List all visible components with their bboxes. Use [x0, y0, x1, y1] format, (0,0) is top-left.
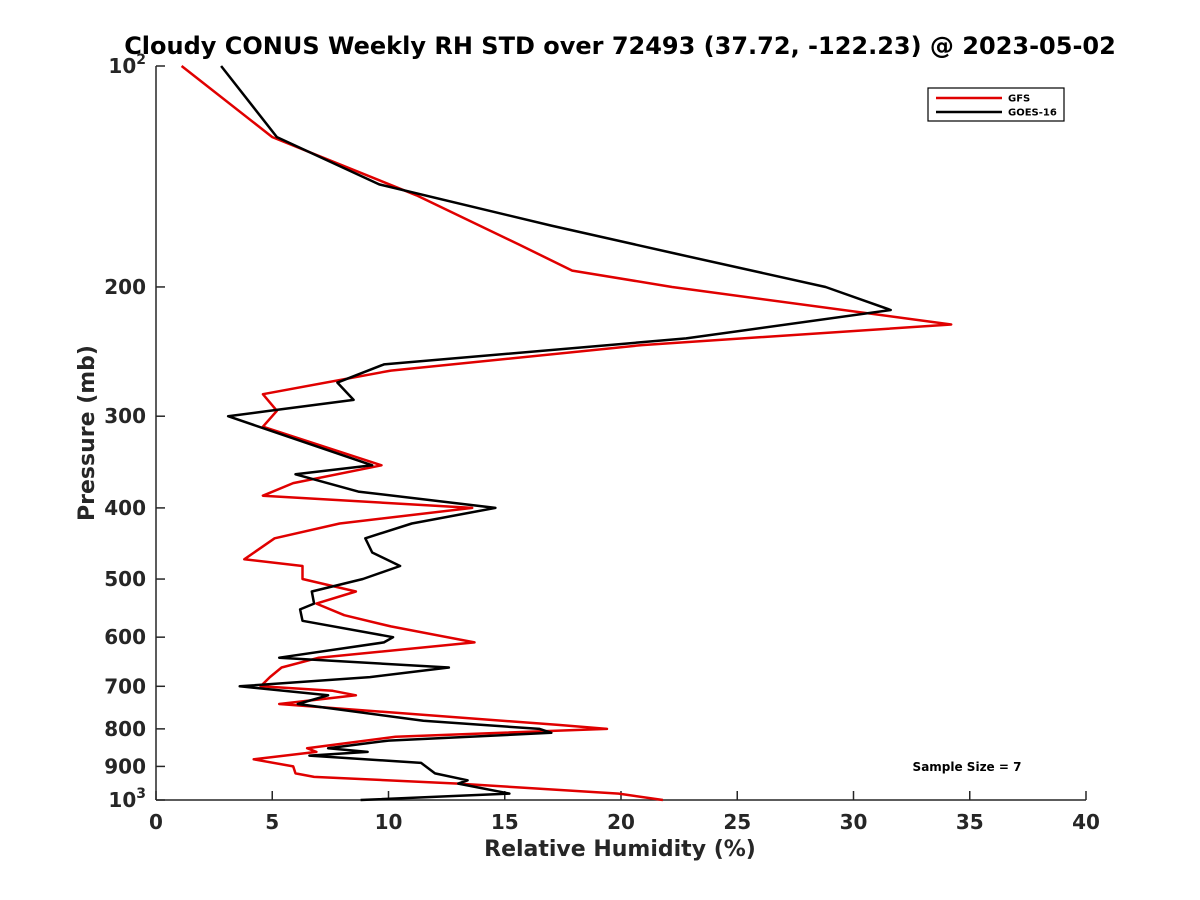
y-tick-label: 500	[104, 567, 146, 591]
y-tick-label: 400	[104, 496, 146, 520]
y-tick-label: 600	[104, 625, 146, 649]
sample-size-annotation: Sample Size = 7	[913, 760, 1022, 774]
legend-label: GFS	[1008, 94, 1030, 105]
y-tick-label: 800	[104, 717, 146, 741]
series-layer	[180, 65, 953, 802]
x-tick-label: 35	[956, 810, 984, 834]
legend-label: GOES-16	[1008, 108, 1057, 119]
x-tick-label: 25	[723, 810, 751, 834]
legend: GFS GOES-16	[927, 87, 1065, 122]
x-tick-label: 15	[491, 810, 519, 834]
y-tick-label: 700	[104, 674, 146, 698]
chart-title: Cloudy CONUS Weekly RH STD over 72493 (3…	[124, 32, 1116, 60]
x-axis-label: Relative Humidity (%)	[484, 837, 756, 862]
x-tick-label: 20	[607, 810, 635, 834]
y-tick-label: 103	[108, 786, 146, 812]
plot-area: 0 5 10 15 20 25 30 35 40 102 200 300 400 500 600 700 800…	[104, 52, 1100, 834]
x-tick-label: 30	[840, 810, 868, 834]
x-tick-label: 40	[1072, 810, 1100, 834]
x-tick-label: 10	[375, 810, 403, 834]
x-tick-label: 0	[149, 810, 163, 834]
y-tick-label: 102	[108, 52, 146, 78]
y-tick-label: 200	[104, 275, 146, 299]
series-line-goes-16	[220, 65, 892, 802]
y-tick-label: 900	[104, 754, 146, 778]
series-line-gfs	[180, 65, 953, 802]
legend-box	[927, 87, 1065, 122]
y-axis-label: Pressure (mb)	[75, 345, 100, 521]
x-tick-label: 5	[265, 810, 279, 834]
y-tick-label: 300	[104, 404, 146, 428]
